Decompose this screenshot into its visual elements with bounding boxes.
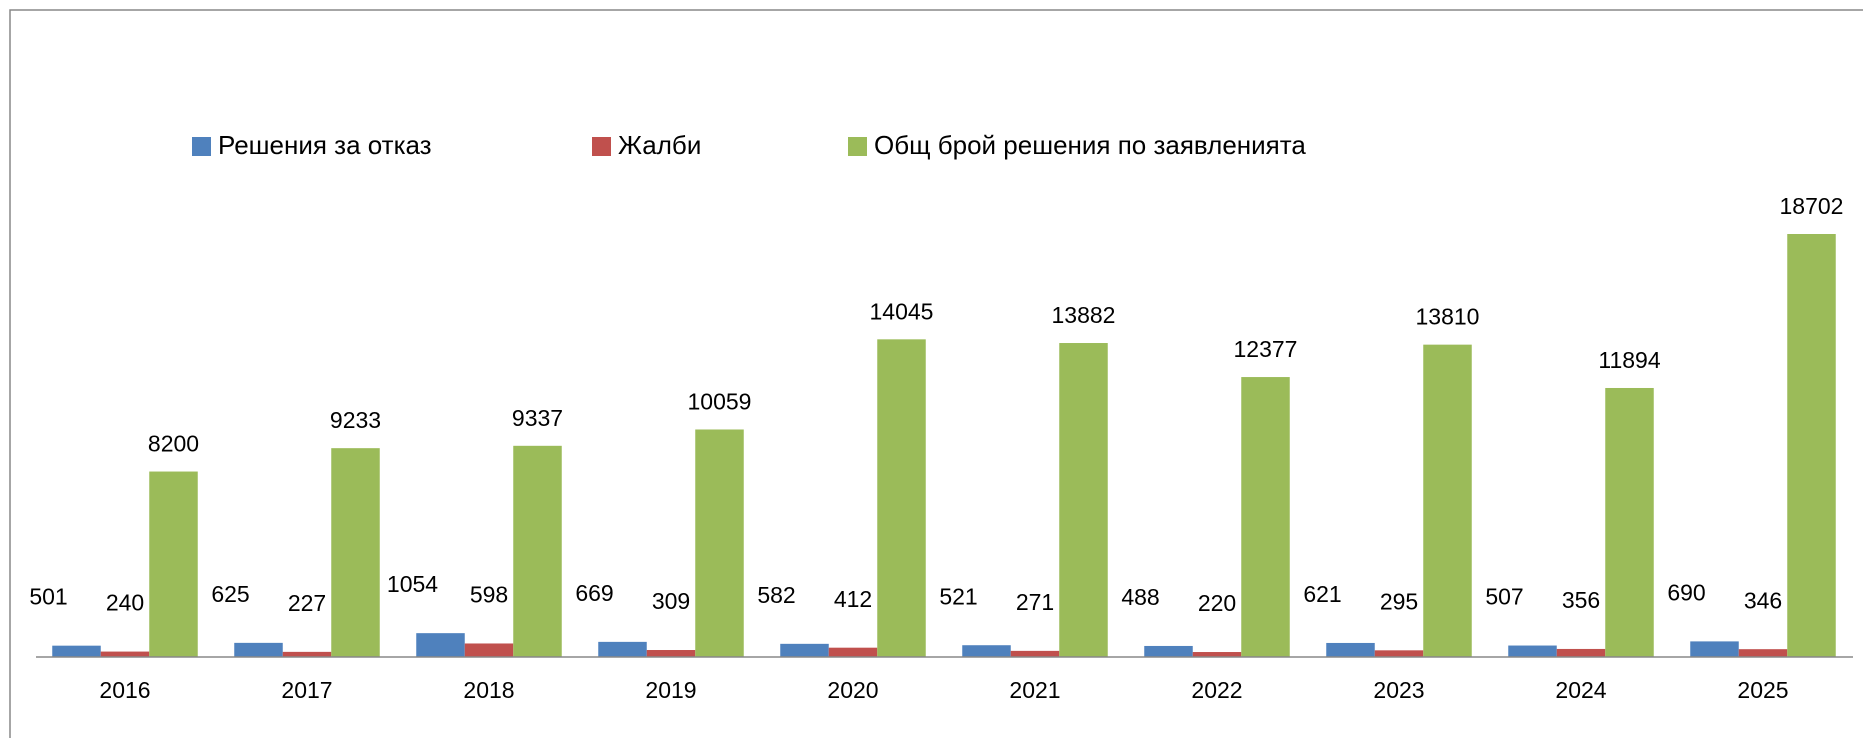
- data-label: 488: [1121, 584, 1159, 610]
- bar: [1508, 645, 1557, 657]
- x-tick-label: 2025: [1737, 677, 1788, 703]
- data-label: 582: [757, 582, 795, 608]
- data-label: 12377: [1234, 336, 1298, 362]
- bar: [331, 448, 380, 657]
- data-label: 625: [211, 581, 249, 607]
- x-tick-label: 2020: [827, 677, 878, 703]
- bar: [1605, 387, 1654, 657]
- data-label: 669: [575, 580, 613, 606]
- bar: [1192, 652, 1242, 657]
- data-label: 10059: [688, 389, 752, 415]
- data-label: 356: [1562, 587, 1600, 613]
- data-label: 227: [288, 590, 326, 616]
- bar: [149, 471, 198, 657]
- x-tick-label: 2016: [99, 677, 150, 703]
- data-label: 18702: [1780, 193, 1844, 219]
- bar: [1241, 377, 1290, 657]
- data-label: 598: [470, 582, 508, 608]
- data-label: 690: [1667, 579, 1705, 605]
- bar: [780, 643, 829, 657]
- data-label: 9337: [512, 405, 563, 431]
- legend-label: Жалби: [618, 130, 701, 160]
- bar: [695, 429, 744, 657]
- bar: [1059, 343, 1108, 657]
- bar: [1010, 650, 1060, 657]
- legend-label: Общ брой решения по заявленията: [874, 130, 1306, 160]
- x-tick-label: 2019: [645, 677, 696, 703]
- data-label: 13882: [1052, 302, 1116, 328]
- data-label: 9233: [330, 407, 381, 433]
- bar: [1690, 641, 1739, 657]
- bar: [234, 642, 283, 657]
- bar: [1738, 649, 1788, 657]
- bar: [1787, 234, 1836, 657]
- bar: [1556, 648, 1606, 657]
- data-label: 8200: [148, 431, 199, 457]
- data-label: 220: [1198, 590, 1236, 616]
- legend-swatch: [192, 137, 211, 156]
- data-label: 621: [1303, 581, 1341, 607]
- data-label: 11894: [1598, 347, 1660, 373]
- bar: [1423, 344, 1472, 657]
- data-label: 346: [1744, 587, 1782, 613]
- bar: [598, 641, 647, 657]
- bar: [962, 645, 1011, 657]
- legend-swatch: [848, 137, 867, 156]
- legend-swatch: [592, 137, 611, 156]
- data-label: 501: [29, 584, 67, 610]
- bar: [646, 650, 696, 657]
- bar: [1374, 650, 1424, 657]
- data-label: 240: [106, 590, 144, 616]
- bar: [877, 339, 926, 657]
- x-tick-label: 2022: [1191, 677, 1242, 703]
- bar: [1326, 642, 1375, 657]
- bar: [828, 647, 878, 657]
- data-label: 13810: [1416, 304, 1480, 330]
- bar: [282, 651, 332, 657]
- bar: [1144, 645, 1193, 657]
- data-label: 14045: [870, 298, 934, 324]
- chart-frame: [9, 9, 1863, 738]
- x-tick-label: 2018: [463, 677, 514, 703]
- bar: [416, 633, 465, 657]
- data-label: 521: [939, 583, 977, 609]
- data-label: 271: [1016, 589, 1054, 615]
- data-label: 412: [834, 586, 872, 612]
- bar: [464, 643, 514, 657]
- x-tick-label: 2017: [281, 677, 332, 703]
- bar: [100, 651, 150, 657]
- data-label: 295: [1380, 588, 1418, 614]
- bar: [52, 645, 101, 657]
- x-tick-label: 2023: [1373, 677, 1424, 703]
- x-tick-label: 2021: [1009, 677, 1060, 703]
- x-tick-label: 2024: [1555, 677, 1606, 703]
- legend-label: Решения за отказ: [218, 130, 432, 160]
- data-label: 1054: [387, 571, 438, 597]
- data-label: 309: [652, 588, 690, 614]
- bar: [513, 445, 562, 657]
- data-label: 507: [1485, 584, 1523, 610]
